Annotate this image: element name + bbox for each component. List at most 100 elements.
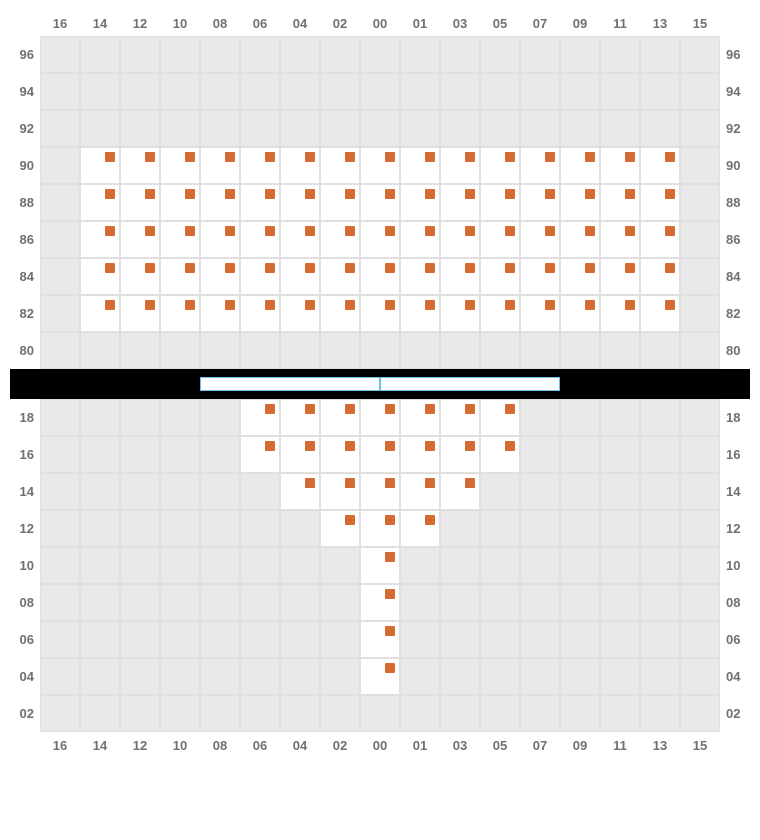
seat-cell[interactable] <box>360 436 400 473</box>
seat-cell[interactable] <box>400 221 440 258</box>
seat-cell[interactable] <box>640 221 680 258</box>
seat-cell[interactable] <box>280 258 320 295</box>
seat-cell[interactable] <box>600 258 640 295</box>
seat-cell[interactable] <box>200 258 240 295</box>
seat-cell[interactable] <box>240 147 280 184</box>
seat-cell[interactable] <box>480 436 520 473</box>
seat-cell[interactable] <box>320 258 360 295</box>
seat-cell[interactable] <box>440 295 480 332</box>
seat-cell[interactable] <box>80 221 120 258</box>
seat-cell[interactable] <box>400 184 440 221</box>
seat-cell[interactable] <box>440 399 480 436</box>
seat-cell[interactable] <box>400 510 440 547</box>
seat-cell[interactable] <box>360 147 400 184</box>
seat-cell[interactable] <box>120 147 160 184</box>
seat-cell[interactable] <box>640 258 680 295</box>
seat-cell[interactable] <box>80 184 120 221</box>
seat-cell[interactable] <box>520 295 560 332</box>
seat-cell[interactable] <box>280 147 320 184</box>
seat-cell[interactable] <box>80 295 120 332</box>
seat-cell[interactable] <box>640 295 680 332</box>
seat-cell[interactable] <box>560 147 600 184</box>
seat-cell[interactable] <box>360 547 400 584</box>
seat-cell[interactable] <box>640 147 680 184</box>
seat-cell[interactable] <box>360 658 400 695</box>
seat-cell[interactable] <box>520 258 560 295</box>
seat-cell[interactable] <box>360 621 400 658</box>
seat-cell[interactable] <box>360 258 400 295</box>
seat-cell[interactable] <box>80 147 120 184</box>
seat-cell[interactable] <box>320 147 360 184</box>
seat-cell[interactable] <box>200 147 240 184</box>
seat-cell[interactable] <box>600 295 640 332</box>
seat-cell[interactable] <box>360 184 400 221</box>
seat-cell[interactable] <box>520 147 560 184</box>
seat-cell[interactable] <box>120 221 160 258</box>
seat-cell[interactable] <box>600 221 640 258</box>
seat-cell[interactable] <box>240 258 280 295</box>
seat-cell[interactable] <box>240 399 280 436</box>
seat-cell[interactable] <box>320 184 360 221</box>
seat-cell[interactable] <box>440 221 480 258</box>
seat-cell[interactable] <box>360 295 400 332</box>
seat-cell[interactable] <box>200 221 240 258</box>
seat-cell[interactable] <box>160 221 200 258</box>
seat-cell[interactable] <box>600 147 640 184</box>
seat-cell[interactable] <box>440 147 480 184</box>
seat-cell[interactable] <box>160 295 200 332</box>
seat-cell[interactable] <box>280 399 320 436</box>
seat-cell[interactable] <box>400 436 440 473</box>
seat-cell[interactable] <box>280 473 320 510</box>
seat-cell[interactable] <box>280 436 320 473</box>
seat-cell[interactable] <box>480 258 520 295</box>
seat-cell[interactable] <box>600 184 640 221</box>
seat-cell[interactable] <box>400 147 440 184</box>
seat-cell[interactable] <box>440 184 480 221</box>
seat-cell[interactable] <box>360 221 400 258</box>
seat-cell[interactable] <box>280 295 320 332</box>
seat-cell[interactable] <box>520 221 560 258</box>
seat-cell[interactable] <box>560 221 600 258</box>
seat-cell[interactable] <box>640 184 680 221</box>
seat-cell[interactable] <box>400 399 440 436</box>
seat-cell[interactable] <box>480 147 520 184</box>
seat-cell[interactable] <box>320 295 360 332</box>
seat-cell[interactable] <box>360 399 400 436</box>
seat-cell[interactable] <box>400 473 440 510</box>
seat-cell[interactable] <box>320 510 360 547</box>
seat-cell[interactable] <box>440 473 480 510</box>
seat-cell[interactable] <box>120 258 160 295</box>
seat-cell[interactable] <box>280 221 320 258</box>
seat-cell[interactable] <box>480 184 520 221</box>
seat-cell[interactable] <box>320 473 360 510</box>
seat-cell[interactable] <box>560 258 600 295</box>
seat-cell[interactable] <box>520 184 560 221</box>
seat-cell[interactable] <box>240 436 280 473</box>
seat-cell[interactable] <box>400 258 440 295</box>
seat-cell[interactable] <box>480 221 520 258</box>
seat-cell[interactable] <box>320 221 360 258</box>
seat-cell[interactable] <box>280 184 320 221</box>
seat-cell[interactable] <box>240 295 280 332</box>
seat-cell[interactable] <box>360 473 400 510</box>
seat-cell[interactable] <box>160 147 200 184</box>
seat-cell[interactable] <box>440 436 480 473</box>
seat-cell[interactable] <box>560 295 600 332</box>
seat-cell[interactable] <box>400 295 440 332</box>
seat-cell[interactable] <box>360 584 400 621</box>
seat-cell[interactable] <box>560 184 600 221</box>
seat-cell[interactable] <box>200 295 240 332</box>
seat-cell[interactable] <box>360 510 400 547</box>
seat-cell[interactable] <box>320 399 360 436</box>
seat-cell[interactable] <box>480 295 520 332</box>
seat-cell[interactable] <box>200 184 240 221</box>
seat-cell[interactable] <box>160 184 200 221</box>
seat-cell[interactable] <box>120 184 160 221</box>
seat-cell[interactable] <box>80 258 120 295</box>
seat-cell[interactable] <box>440 258 480 295</box>
seat-cell[interactable] <box>320 436 360 473</box>
seat-cell[interactable] <box>480 399 520 436</box>
seat-cell[interactable] <box>240 184 280 221</box>
seat-cell[interactable] <box>120 295 160 332</box>
seat-cell[interactable] <box>240 221 280 258</box>
